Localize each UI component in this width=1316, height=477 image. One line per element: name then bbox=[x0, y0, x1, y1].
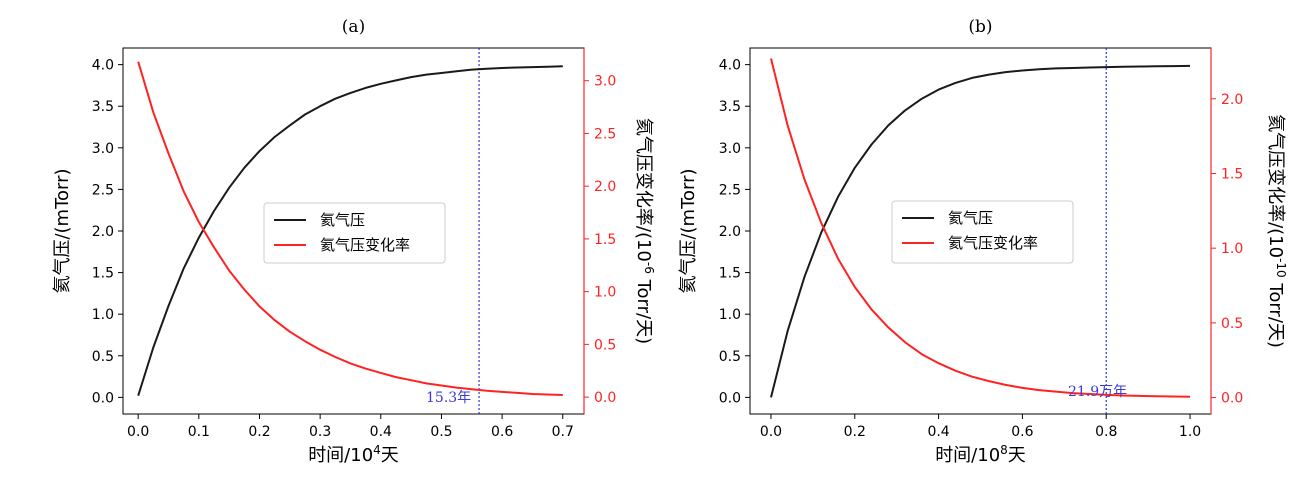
y-left-tick-label: 1.5 bbox=[719, 266, 741, 282]
y-left-tick-label: 3.5 bbox=[92, 99, 114, 115]
y-left-tick-label: 3.0 bbox=[92, 141, 114, 157]
y-right-axis-label-main: 氦气压变化率/(10 bbox=[1265, 114, 1286, 258]
x-tick-label: 0.0 bbox=[127, 424, 149, 440]
chart-panel-a: (a) 0.0 0.1 0.2 0.3 0.4 0.5 0.6 0.7 0.0 0.5 1.0 1.5 2… bbox=[52, 17, 656, 466]
x-axis-label-sup: 4 bbox=[373, 443, 381, 457]
y-right-tick-label: 3.0 bbox=[594, 74, 616, 90]
panel-label: (b) bbox=[968, 17, 992, 37]
y-right-axis-label: 氦气压变化率/(10-10 Torr/天) bbox=[1265, 114, 1288, 348]
y-right-tick-label: 1.0 bbox=[594, 285, 616, 301]
legend-label: 氦气压变化率 bbox=[948, 234, 1038, 252]
legend-label: 氦气压 bbox=[320, 211, 365, 229]
marker-annotation: 15.3年 bbox=[426, 390, 471, 406]
x-tick-label: 1.0 bbox=[1179, 424, 1201, 440]
y-right-axis-label-sup: -6 bbox=[642, 262, 656, 274]
y-left-tick-label: 0.5 bbox=[92, 349, 114, 365]
x-tick-label: 0.7 bbox=[552, 424, 574, 440]
legend-box bbox=[891, 200, 1074, 264]
y-right-axis-label-unit: Torr/天) bbox=[1265, 278, 1286, 348]
x-axis-label-unit: 天 bbox=[1008, 445, 1026, 466]
y-left-tick-label: 2.5 bbox=[719, 182, 741, 198]
y-left-tick-label: 0.0 bbox=[719, 390, 741, 406]
y-left-tick-label: 1.0 bbox=[719, 307, 741, 323]
x-tick-label: 0.6 bbox=[491, 424, 513, 440]
x-tick-label: 0.2 bbox=[248, 424, 270, 440]
y-right-tick-label: 0.0 bbox=[1221, 391, 1243, 407]
x-axis-label: 时间/108天 bbox=[935, 443, 1026, 466]
y-left-tick-label: 4.0 bbox=[719, 58, 741, 74]
y-left-tick-label: 3.0 bbox=[719, 141, 741, 157]
x-tick-label: 0.8 bbox=[1095, 424, 1117, 440]
series-line-pressure bbox=[770, 64, 1191, 398]
y-right-axis-label-sup: -10 bbox=[1274, 258, 1288, 278]
x-tick-label: 0.2 bbox=[844, 424, 866, 440]
y-left-tick-label: 2.5 bbox=[92, 182, 114, 198]
y-right-tick-label: 1.5 bbox=[594, 232, 616, 248]
series-line-pressure bbox=[137, 65, 563, 396]
y-left-tick-label: 1.0 bbox=[92, 307, 114, 323]
x-axis-label-sup: 8 bbox=[1000, 443, 1008, 457]
y-right-tick-label: 0.5 bbox=[1221, 316, 1243, 332]
x-tick-label: 0.4 bbox=[370, 424, 392, 440]
y-left-tick-label: 1.5 bbox=[92, 266, 114, 282]
y-left-tick-label: 4.0 bbox=[92, 58, 114, 74]
x-axis-label-unit: 天 bbox=[381, 445, 399, 466]
legend-label: 氦气压 bbox=[948, 209, 993, 227]
y-right-axis-label-unit: Torr/天) bbox=[633, 274, 654, 344]
y-left-tick-label: 0.0 bbox=[92, 390, 114, 406]
y-right-tick-label: 1.0 bbox=[1221, 241, 1243, 257]
x-axis-label-main: 时间/10 bbox=[308, 445, 373, 466]
marker-annotation: 21.9万年 bbox=[1068, 384, 1127, 400]
y-right-tick-label: 0.5 bbox=[594, 337, 616, 353]
y-left-axis-label: 氦气压/(mTorr) bbox=[52, 168, 73, 293]
y-right-axis-label: 氦气压变化率/(10-6 Torr/天) bbox=[633, 118, 656, 344]
series-line-rate bbox=[770, 58, 1191, 398]
y-left-tick-label: 0.5 bbox=[719, 349, 741, 365]
x-tick-label: 0.4 bbox=[927, 424, 949, 440]
y-right-tick-label: 0.0 bbox=[594, 390, 616, 406]
y-right-tick-label: 1.5 bbox=[1221, 166, 1243, 182]
x-axis-label-main: 时间/10 bbox=[935, 445, 1000, 466]
y-left-tick-label: 2.0 bbox=[92, 224, 114, 240]
y-right-tick-label: 2.5 bbox=[594, 126, 616, 142]
chart-panel-b: (b) 0.0 0.2 0.4 0.6 0.8 1.0 0.0 0.5 1.0 1.5 2.0 2.5 3… bbox=[678, 17, 1288, 466]
x-tick-label: 0.0 bbox=[760, 424, 782, 440]
panel-label: (a) bbox=[342, 17, 365, 37]
y-right-axis-label-main: 氦气压变化率/(10 bbox=[633, 118, 654, 262]
legend-box bbox=[263, 202, 446, 264]
y-left-tick-label: 3.5 bbox=[719, 99, 741, 115]
x-tick-label: 0.1 bbox=[188, 424, 210, 440]
x-tick-label: 0.6 bbox=[1011, 424, 1033, 440]
y-left-axis-label: 氦气压/(mTorr) bbox=[678, 168, 699, 293]
x-axis-label: 时间/104天 bbox=[308, 443, 399, 466]
y-right-tick-label: 2.0 bbox=[594, 179, 616, 195]
legend-label: 氦气压变化率 bbox=[320, 236, 410, 254]
y-right-tick-label: 2.0 bbox=[1221, 92, 1243, 108]
series-line-rate bbox=[137, 61, 563, 396]
y-left-tick-label: 2.0 bbox=[719, 224, 741, 240]
x-tick-label: 0.3 bbox=[309, 424, 331, 440]
x-tick-label: 0.5 bbox=[430, 424, 452, 440]
